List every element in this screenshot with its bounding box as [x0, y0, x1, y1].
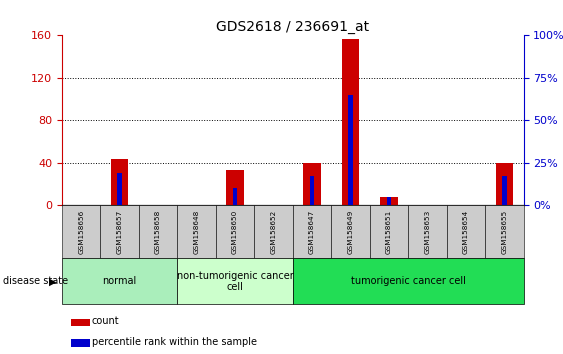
Bar	[233, 188, 238, 205]
Text: GSM158655: GSM158655	[502, 210, 507, 254]
Text: GSM158656: GSM158656	[78, 210, 84, 254]
Bar	[303, 163, 321, 205]
Bar	[71, 319, 90, 326]
Bar	[100, 205, 139, 258]
Bar	[495, 163, 513, 205]
Bar	[226, 170, 244, 205]
Bar	[177, 258, 293, 304]
Text: GSM158650: GSM158650	[232, 210, 238, 254]
Bar	[485, 205, 524, 258]
Bar	[62, 205, 100, 258]
Text: percentile rank within the sample: percentile rank within the sample	[92, 337, 257, 347]
Bar	[216, 205, 254, 258]
Bar	[62, 258, 177, 304]
Bar	[502, 176, 507, 205]
Bar	[446, 205, 485, 258]
Text: GSM158654: GSM158654	[463, 210, 469, 254]
Text: GSM158652: GSM158652	[271, 210, 276, 254]
Bar	[331, 205, 370, 258]
Bar	[348, 95, 353, 205]
Text: tumorigenic cancer cell: tumorigenic cancer cell	[351, 276, 466, 286]
Bar	[139, 205, 177, 258]
Text: disease state: disease state	[3, 276, 68, 286]
Bar	[342, 39, 359, 205]
Text: normal: normal	[102, 276, 137, 286]
Text: GSM158648: GSM158648	[194, 210, 199, 254]
Bar	[370, 205, 408, 258]
Text: GSM158657: GSM158657	[117, 210, 123, 254]
Bar	[380, 197, 397, 205]
Text: ▶: ▶	[49, 276, 56, 286]
Text: GSM158649: GSM158649	[347, 210, 354, 254]
Bar	[310, 176, 314, 205]
Text: GSM158653: GSM158653	[425, 210, 430, 254]
Bar	[71, 339, 90, 347]
Text: non-tumorigenic cancer
cell: non-tumorigenic cancer cell	[177, 270, 293, 292]
Bar	[408, 205, 446, 258]
Title: GDS2618 / 236691_at: GDS2618 / 236691_at	[216, 21, 369, 34]
Text: count: count	[92, 316, 119, 326]
Bar	[177, 205, 216, 258]
Bar	[387, 197, 391, 205]
Bar	[293, 205, 331, 258]
Bar	[111, 159, 128, 205]
Text: GSM158651: GSM158651	[386, 210, 392, 254]
Text: GSM158658: GSM158658	[155, 210, 161, 254]
Bar	[293, 258, 524, 304]
Text: GSM158647: GSM158647	[309, 210, 315, 254]
Bar	[117, 173, 122, 205]
Bar	[254, 205, 293, 258]
